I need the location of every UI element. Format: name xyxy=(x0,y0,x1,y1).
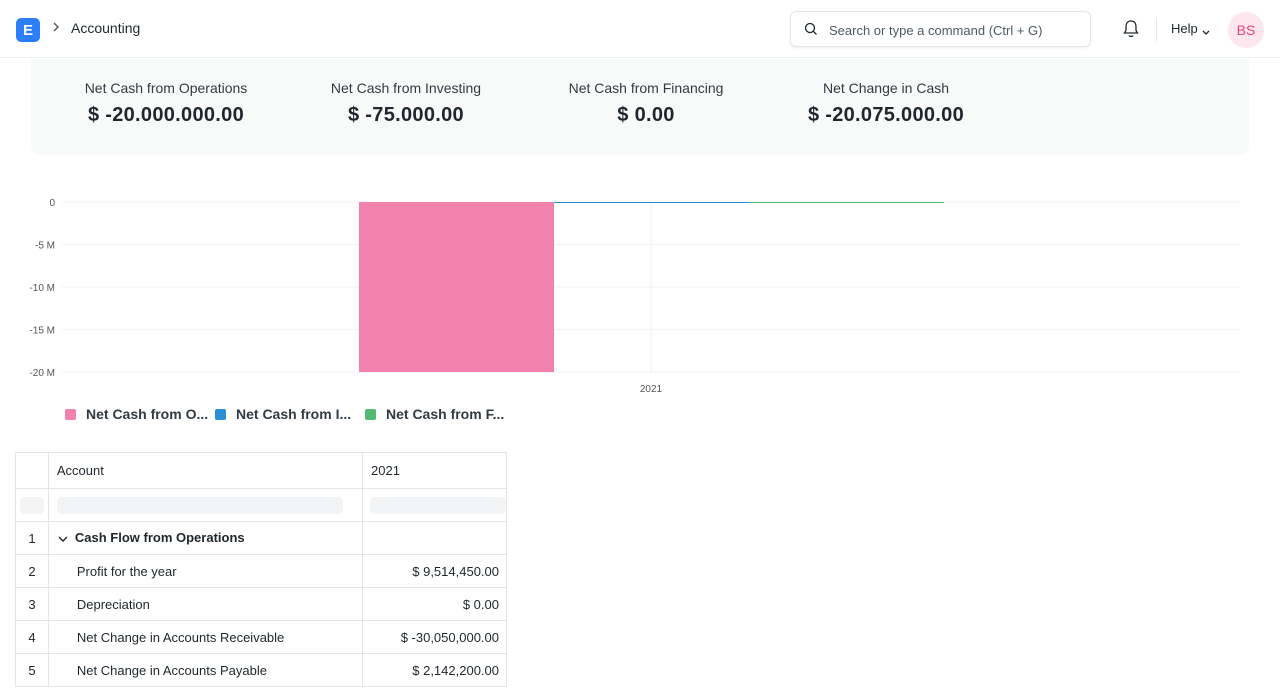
navbar: E Accounting Help BS xyxy=(0,0,1280,58)
account-cell[interactable]: Cash Flow from Operations xyxy=(47,521,364,555)
summary-card-financing: Net Cash from Financing $ 0.00 xyxy=(526,59,766,127)
value-cell: $ -30,050,000.00 xyxy=(362,620,507,654)
table-row[interactable]: 1 Cash Flow from Operations xyxy=(15,521,507,555)
filter-row xyxy=(15,488,507,522)
notification-bell-icon[interactable] xyxy=(1122,19,1140,44)
chevron-down-icon[interactable] xyxy=(1201,24,1211,42)
table-row[interactable]: 2 Profit for the year $ 9,514,450.00 xyxy=(15,554,507,588)
legend-label: Net Cash from I... xyxy=(236,406,352,422)
cash-flow-chart: 0 -5 M -10 M -15 M -20 M 2021 xyxy=(29,198,1240,395)
x-tick-label: 2021 xyxy=(640,384,663,395)
navbar-divider xyxy=(1156,17,1157,41)
summary-value: $ -20.075.000.00 xyxy=(807,104,965,126)
value-cell xyxy=(362,521,507,555)
summary-label: Net Cash from Investing xyxy=(330,80,482,96)
report-summary: Net Cash from Operations $ -20.000.000.0… xyxy=(31,59,1249,155)
summary-label: Net Cash from Financing xyxy=(568,80,724,96)
legend-swatch xyxy=(215,409,226,420)
value-cell: $ 2,142,200.00 xyxy=(362,653,507,687)
y-tick-label: -5 M xyxy=(35,241,55,252)
legend-label: Net Cash from F... xyxy=(386,406,505,422)
y-tick-label: -15 M xyxy=(29,326,55,337)
account-cell[interactable]: Depreciation xyxy=(47,587,364,621)
row-number: 2 xyxy=(15,554,49,588)
legend-swatch xyxy=(65,409,76,420)
summary-card-investing: Net Cash from Investing $ -75.000.00 xyxy=(286,59,526,127)
bar-financing xyxy=(749,202,944,203)
bar-investing xyxy=(554,202,749,203)
summary-value: $ -20.000.000.00 xyxy=(87,104,245,126)
help-menu[interactable]: Help xyxy=(1171,21,1198,36)
row-number: 3 xyxy=(15,587,49,621)
summary-label: Net Change in Cash xyxy=(822,80,950,96)
app-logo[interactable]: E xyxy=(16,18,40,42)
summary-value: $ -75.000.00 xyxy=(348,104,464,126)
row-number: 1 xyxy=(15,521,49,555)
filter-account[interactable] xyxy=(47,488,364,522)
row-number-header xyxy=(15,452,49,489)
report-table: Account 2021 1 Cash Flow from Operations… xyxy=(15,452,507,687)
y-tick-label: -20 M xyxy=(29,368,55,379)
column-header-2021[interactable]: 2021 xyxy=(362,452,507,489)
summary-label: Net Cash from Operations xyxy=(84,80,248,96)
filter-2021[interactable] xyxy=(362,488,507,522)
chevron-right-icon xyxy=(52,20,60,36)
chevron-down-icon[interactable] xyxy=(57,531,69,546)
legend-swatch xyxy=(365,409,376,420)
summary-value: $ 0.00 xyxy=(617,104,675,126)
legend-label: Net Cash from O... xyxy=(86,406,209,422)
value-cell: $ 9,514,450.00 xyxy=(362,554,507,588)
table-row[interactable]: 5 Net Change in Accounts Payable $ 2,142… xyxy=(15,653,507,687)
account-cell[interactable]: Profit for the year xyxy=(47,554,364,588)
search-input[interactable] xyxy=(827,18,1081,42)
table-row[interactable]: 4 Net Change in Accounts Receivable $ -3… xyxy=(15,620,507,654)
account-cell[interactable]: Net Change in Accounts Receivable xyxy=(47,620,364,654)
account-cell[interactable]: Net Change in Accounts Payable xyxy=(47,653,364,687)
value-cell: $ 0.00 xyxy=(362,587,507,621)
y-tick-label: -10 M xyxy=(29,283,55,294)
bar-operations xyxy=(359,202,554,372)
table-header-row: Account 2021 xyxy=(15,452,507,489)
column-header-account[interactable]: Account xyxy=(47,452,364,489)
y-tick-label: 0 xyxy=(49,198,55,209)
row-number: 4 xyxy=(15,620,49,654)
filter-cell xyxy=(15,488,49,522)
summary-card-operations: Net Cash from Operations $ -20.000.000.0… xyxy=(46,59,286,127)
search-bar[interactable] xyxy=(790,11,1091,47)
search-icon xyxy=(804,22,817,35)
summary-card-net-change: Net Change in Cash $ -20.075.000.00 xyxy=(766,59,1006,127)
row-number: 5 xyxy=(15,653,49,687)
breadcrumb-accounting[interactable]: Accounting xyxy=(71,20,141,36)
account-name: Cash Flow from Operations xyxy=(74,529,245,545)
avatar[interactable]: BS xyxy=(1228,12,1264,48)
table-row[interactable]: 3 Depreciation $ 0.00 xyxy=(15,587,507,621)
